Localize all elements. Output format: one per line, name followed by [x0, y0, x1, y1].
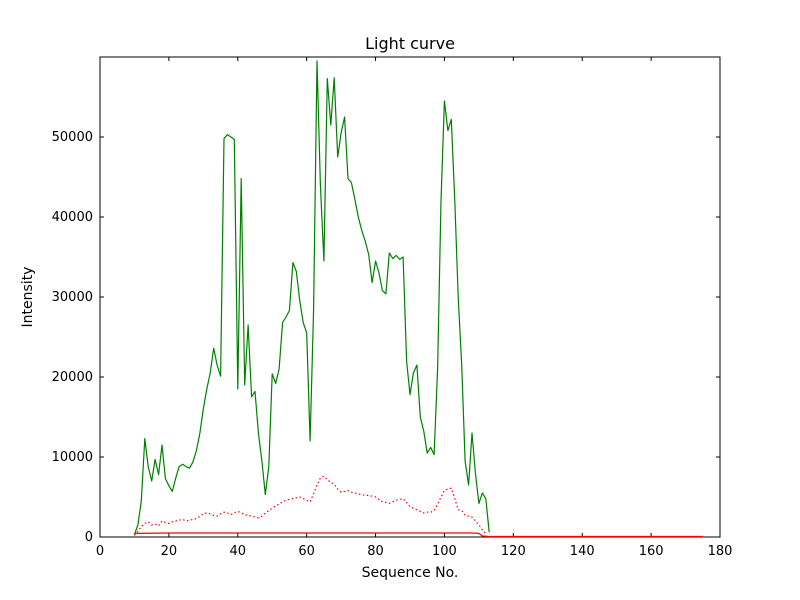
- y-axis-label: Intensity: [20, 266, 36, 328]
- y-tick-label: 50000: [52, 130, 93, 145]
- y-tick-label: 10000: [52, 450, 93, 465]
- y-tick-label: 0: [85, 530, 93, 545]
- x-tick-label: 140: [570, 544, 595, 559]
- x-tick-label: 60: [298, 544, 315, 559]
- x-tick-label: 160: [639, 544, 664, 559]
- y-tick-label: 30000: [52, 290, 93, 305]
- x-tick-label: 40: [230, 544, 247, 559]
- x-tick-label: 180: [708, 544, 733, 559]
- x-tick-label: 0: [96, 544, 104, 559]
- y-tick-label: 40000: [52, 210, 93, 225]
- green-solid-light-curve-line: [133, 60, 490, 535]
- x-tick-label: 20: [161, 544, 178, 559]
- x-tick-label: 100: [432, 544, 457, 559]
- x-axis-label: Sequence No.: [361, 565, 459, 581]
- axes-frame: [99, 56, 721, 538]
- y-tick-label: 20000: [52, 370, 93, 385]
- x-tick-label: 120: [501, 544, 526, 559]
- x-tick-label: 80: [367, 544, 384, 559]
- red-dotted-light-curve-line: [133, 475, 487, 536]
- red-solid-baseline-line: [134, 532, 703, 538]
- chart-title: Light curve: [365, 34, 455, 53]
